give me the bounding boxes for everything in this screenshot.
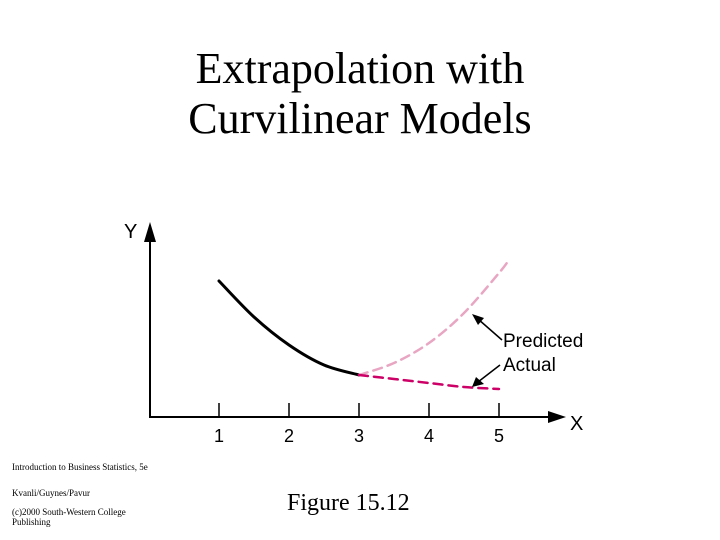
actual-arrow-head: [472, 377, 484, 387]
actual-label: Actual: [503, 355, 556, 376]
predicted-label: Predicted: [503, 331, 583, 352]
actual-arrow-line: [477, 364, 501, 383]
x-tick-label: 3: [354, 426, 364, 446]
footer-authors: Kvanli/Guynes/Pavur: [12, 488, 90, 498]
series-line-observed: [217, 279, 361, 377]
y-axis-label: Y: [124, 221, 137, 243]
footer-copyright: (c)2000 South-Western College: [12, 507, 126, 517]
x-tick-label: 4: [424, 426, 434, 446]
title-line-2: Curvilinear Models: [188, 94, 532, 143]
x-axis-label: X: [570, 413, 583, 435]
y-axis-arrow: [144, 222, 156, 242]
series-group: [217, 257, 511, 391]
figure-label: Figure 15.12: [287, 490, 410, 516]
footer-publisher: Publishing: [12, 517, 51, 527]
predicted-arrow-head: [472, 314, 484, 325]
slide-title: Extrapolation with Curvilinear Models: [0, 44, 720, 144]
x-tick-label: 5: [494, 426, 504, 446]
footer-book-title: Introduction to Business Statistics, 5e: [12, 462, 148, 472]
x-tick-label: 1: [214, 426, 224, 446]
predicted-arrow-line: [477, 318, 503, 341]
x-ticks: 1 2 3 4 5: [214, 403, 504, 446]
title-line-1: Extrapolation with: [195, 44, 525, 93]
series-line-actual: [357, 373, 501, 391]
series-line-predicted: [357, 257, 511, 377]
x-axis-arrow: [548, 411, 566, 423]
x-tick-label: 2: [284, 426, 294, 446]
